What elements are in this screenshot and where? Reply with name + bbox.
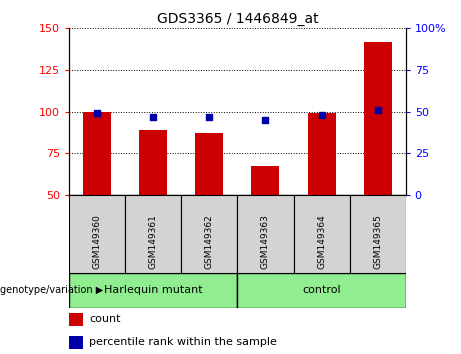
Bar [364,42,392,195]
Text: GSM149365: GSM149365 [373,214,382,269]
Bar [69,273,237,308]
Title: GDS3365 / 1446849_at: GDS3365 / 1446849_at [157,12,318,26]
Text: GSM149361: GSM149361 [149,214,158,269]
Text: Harlequin mutant: Harlequin mutant [104,285,202,295]
Text: percentile rank within the sample: percentile rank within the sample [89,337,277,348]
Bar [83,112,111,195]
Text: GSM149363: GSM149363 [261,214,270,269]
Point [318,112,325,118]
Bar [181,195,237,273]
Bar [237,273,406,308]
Bar [195,133,224,195]
Bar [69,195,125,273]
Text: GSM149364: GSM149364 [317,214,326,269]
Point [149,114,157,119]
Text: count: count [89,314,121,325]
Point [262,117,269,123]
Bar [349,195,406,273]
Bar [294,195,349,273]
Point [374,107,381,113]
Bar [125,195,181,273]
Point [206,114,213,119]
Bar [69,313,83,326]
Bar [251,166,279,195]
Text: GSM149362: GSM149362 [205,214,214,269]
Bar [69,336,83,349]
Point [94,110,101,116]
Bar [139,130,167,195]
Text: genotype/variation ▶: genotype/variation ▶ [0,285,103,295]
Text: GSM149360: GSM149360 [93,214,102,269]
Bar [307,113,336,195]
Text: control: control [302,285,341,295]
Bar [237,195,294,273]
